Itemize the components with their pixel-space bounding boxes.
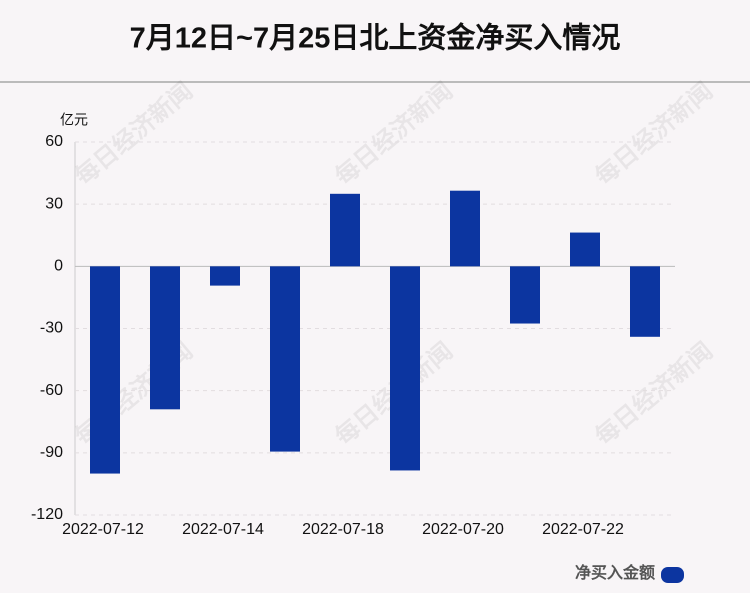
y-tick-label: 30 xyxy=(45,195,63,212)
bar xyxy=(570,232,600,267)
y-tick-label: -120 xyxy=(31,506,63,523)
bar xyxy=(90,266,120,474)
bar xyxy=(270,266,300,452)
y-tick-label: -90 xyxy=(40,444,63,461)
x-tick-label: 2022-07-12 xyxy=(62,521,144,538)
x-tick-label: 2022-07-18 xyxy=(302,521,384,538)
y-tick-label: 0 xyxy=(54,258,63,275)
y-tick-label: -60 xyxy=(40,382,63,399)
x-tick-label: 2022-07-22 xyxy=(542,521,624,538)
y-tick-label: -30 xyxy=(40,320,63,337)
bar xyxy=(510,266,540,324)
y-unit: 亿元 xyxy=(60,112,88,128)
chart-title: 7月12日~7月25日北上资金净买入情况 xyxy=(130,21,621,55)
x-tick-label: 2022-07-14 xyxy=(182,521,264,538)
bar xyxy=(450,190,480,267)
bar xyxy=(390,266,420,471)
legend-label: 净买入金额 xyxy=(575,563,655,582)
x-tick-label: 2022-07-20 xyxy=(422,521,504,538)
y-tick-label: 60 xyxy=(45,133,63,150)
bar xyxy=(330,193,360,267)
legend-swatch xyxy=(661,567,684,583)
bar xyxy=(630,266,660,337)
bar xyxy=(210,266,240,286)
bar xyxy=(150,266,180,410)
